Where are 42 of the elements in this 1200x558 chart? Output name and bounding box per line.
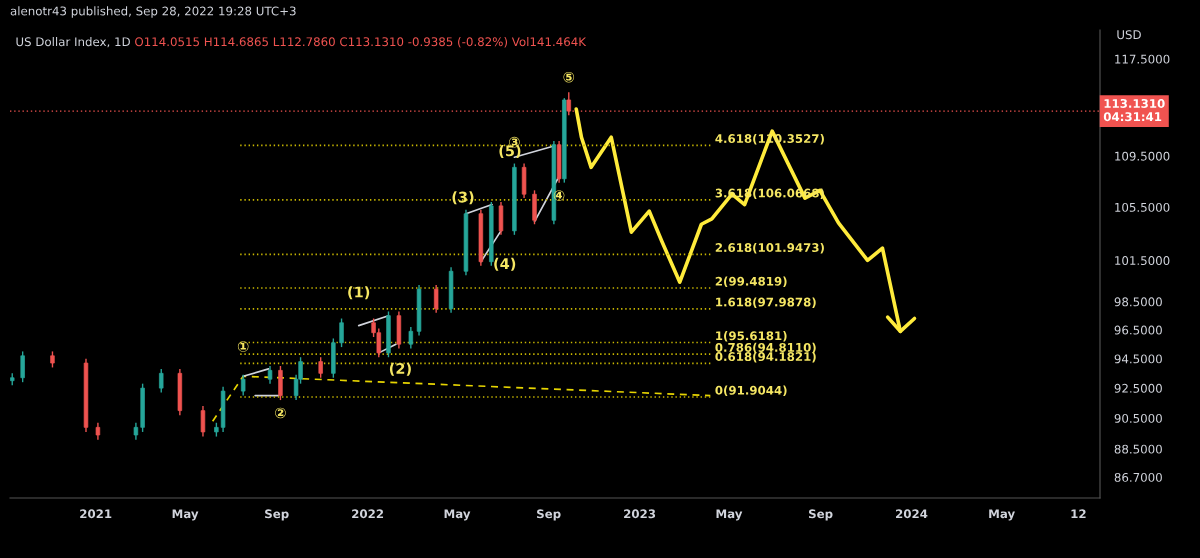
series-label: 1.618(97.9878) [716, 297, 816, 308]
series-label: 0(91.9044) [715, 385, 787, 397]
x-tick-label: May [444, 509, 471, 521]
text: US Dollar Index, 1D [16, 37, 130, 48]
y-tick-label: 94.5000 [1114, 354, 1162, 364]
annotation: (4) [494, 257, 516, 271]
text: alenotr43 published, Sep 28, 2022 19:28 UTC+3 [10, 6, 296, 18]
annotation: ⑤ [563, 71, 575, 83]
series-label: 0.618(94.1821) [715, 351, 816, 363]
series-label: 1(95.6181) [716, 331, 787, 342]
y-tick-label: 86.7000 [1114, 472, 1162, 482]
text: O114.0515 H114.6865 L112.7860 C113.1310 -0.9385 (-0.82%) Vol141.464K [135, 37, 587, 48]
annotation: (2) [389, 362, 411, 376]
series-label: 0.786(94.8110) [715, 342, 816, 354]
annotation: (3) [452, 191, 474, 205]
annotation: ② [275, 407, 286, 419]
x-tick-label: Sep [537, 509, 561, 521]
series-label: 2.618(101.9473) [715, 242, 824, 254]
x-tick-label: 12 [1071, 509, 1086, 519]
x-tick-label: May [989, 509, 1015, 521]
x-tick-label: 2021 [80, 509, 112, 519]
y-tick-label: 96.5000 [1114, 325, 1162, 335]
x-tick-label: 2022 [352, 509, 384, 519]
annotation: ① [237, 341, 249, 352]
x-tick-label: Sep [808, 509, 833, 521]
y-tick-label: 105.5000 [1115, 202, 1170, 212]
y-axis-title: USD [1117, 30, 1141, 40]
y-tick-label: 101.5000 [1115, 256, 1170, 266]
series-label: 2(99.4819) [715, 276, 787, 288]
annotation: (1) [348, 286, 370, 300]
ref-line-label: 113.1310 04:31:41 [1103, 98, 1165, 122]
x-tick-label: Sep [265, 509, 289, 521]
y-tick-label: 90.5000 [1114, 413, 1162, 423]
y-tick-label: 109.5000 [1115, 151, 1170, 161]
y-tick-label: 88.5000 [1114, 444, 1162, 454]
x-tick-label: May [716, 509, 743, 521]
y-tick-label: 98.5000 [1114, 297, 1162, 307]
x-tick-label: 2023 [624, 509, 656, 519]
y-tick-label: 117.5000 [1115, 54, 1170, 64]
x-tick-label: May [172, 509, 199, 521]
x-tick-label: 2024 [896, 509, 928, 519]
y-tick-label: 92.5000 [1114, 383, 1162, 393]
